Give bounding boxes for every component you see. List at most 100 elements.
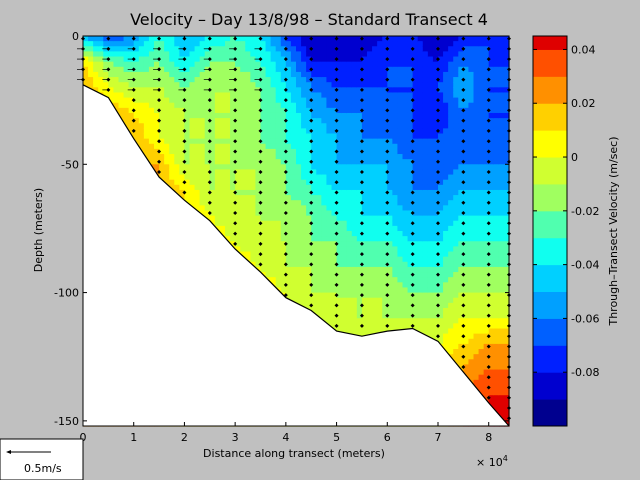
- velocity-cell: [280, 205, 287, 212]
- velocity-cell: [331, 251, 338, 258]
- velocity-cell: [260, 148, 267, 155]
- velocity-cell: [179, 51, 186, 58]
- velocity-cell: [199, 133, 206, 140]
- velocity-cell: [402, 189, 409, 196]
- velocity-cell: [225, 236, 231, 242]
- velocity-cell: [301, 215, 307, 222]
- velocity-cell: [290, 277, 297, 283]
- velocity-cell: [402, 107, 409, 114]
- velocity-cell: [316, 36, 322, 42]
- velocity-cell: [367, 169, 373, 176]
- velocity-cell: [402, 266, 409, 273]
- velocity-cell: [377, 77, 383, 83]
- velocity-cell: [341, 118, 348, 124]
- velocity-cell: [311, 92, 317, 99]
- velocity-cell: [351, 236, 358, 242]
- velocity-cell: [143, 123, 150, 129]
- velocity-cell: [296, 41, 302, 47]
- velocity-cell: [311, 272, 317, 278]
- velocity-cell: [301, 225, 307, 232]
- velocity-cell: [290, 36, 297, 42]
- velocity-cell: [240, 61, 246, 68]
- velocity-cell: [265, 143, 272, 150]
- velocity-cell: [83, 82, 89, 88]
- velocity-cell: [204, 195, 211, 201]
- velocity-cell: [290, 118, 297, 124]
- velocity-cell: [326, 107, 333, 114]
- velocity-cell: [184, 133, 191, 140]
- velocity-cell: [306, 128, 312, 135]
- velocity-cell: [199, 143, 206, 150]
- velocity-cell: [407, 282, 414, 289]
- velocity-cell: [290, 169, 297, 176]
- velocity-cell: [164, 92, 170, 99]
- velocity-cell: [164, 123, 170, 129]
- velocity-cell: [230, 231, 236, 237]
- velocity-cell: [154, 71, 160, 78]
- velocity-cell: [351, 323, 358, 330]
- velocity-cell: [260, 112, 267, 119]
- velocity-cell: [367, 61, 373, 68]
- velocity-cell: [402, 71, 409, 78]
- velocity-cell: [321, 292, 328, 299]
- velocity-cell: [275, 128, 282, 135]
- velocity-cell: [280, 236, 287, 242]
- velocity-cell: [367, 66, 373, 73]
- velocity-cell: [88, 36, 94, 42]
- velocity-cell: [311, 231, 317, 237]
- velocity-cell: [326, 225, 333, 232]
- velocity-cell: [301, 195, 307, 201]
- velocity-cell: [179, 61, 186, 68]
- velocity-cell: [230, 138, 236, 145]
- velocity-cell: [240, 148, 246, 155]
- velocity-cell: [377, 154, 383, 160]
- velocity-cell: [189, 77, 196, 83]
- velocity-cell: [331, 307, 338, 314]
- velocity-cell: [382, 77, 388, 83]
- velocity-cell: [407, 195, 414, 201]
- velocity-cell: [128, 112, 135, 119]
- velocity-cell: [285, 164, 292, 171]
- velocity-cell: [179, 174, 186, 181]
- velocity-cell: [311, 138, 317, 145]
- velocity-cell: [113, 77, 120, 83]
- velocity-cell: [402, 123, 409, 129]
- velocity-cell: [204, 154, 211, 160]
- velocity-cell: [219, 112, 226, 119]
- velocity-cell: [245, 128, 251, 135]
- velocity-cell: [316, 261, 322, 268]
- velocity-cell: [280, 56, 287, 63]
- velocity-cell: [179, 148, 186, 155]
- velocity-cell: [250, 241, 257, 247]
- velocity-cell: [209, 112, 216, 119]
- velocity-cell: [377, 215, 383, 222]
- velocity-cell: [346, 61, 353, 68]
- velocity-cell: [260, 210, 267, 217]
- velocity-cell: [311, 107, 317, 114]
- velocity-cell: [377, 56, 383, 63]
- velocity-cell: [336, 159, 343, 165]
- velocity-cell: [341, 307, 348, 314]
- velocity-cell: [387, 266, 393, 273]
- velocity-cell: [356, 282, 363, 289]
- velocity-cell: [336, 174, 343, 181]
- velocity-cell: [154, 41, 160, 47]
- velocity-cell: [255, 118, 262, 124]
- velocity-cell: [392, 82, 399, 88]
- velocity-cell: [133, 138, 140, 145]
- velocity-cell: [123, 51, 130, 58]
- velocity-cell: [301, 246, 307, 253]
- velocity-cell: [367, 184, 373, 191]
- velocity-cell: [402, 143, 409, 150]
- velocity-cell: [290, 220, 297, 227]
- velocity-cell: [412, 277, 419, 283]
- velocity-cell: [306, 205, 312, 212]
- velocity-cell: [351, 261, 358, 268]
- velocity-cell: [245, 164, 251, 171]
- velocity-cell: [128, 102, 135, 109]
- velocity-cell: [372, 241, 378, 247]
- velocity-cell: [412, 36, 419, 42]
- velocity-cell: [356, 92, 363, 99]
- velocity-cell: [270, 215, 277, 222]
- velocity-cell: [361, 87, 368, 94]
